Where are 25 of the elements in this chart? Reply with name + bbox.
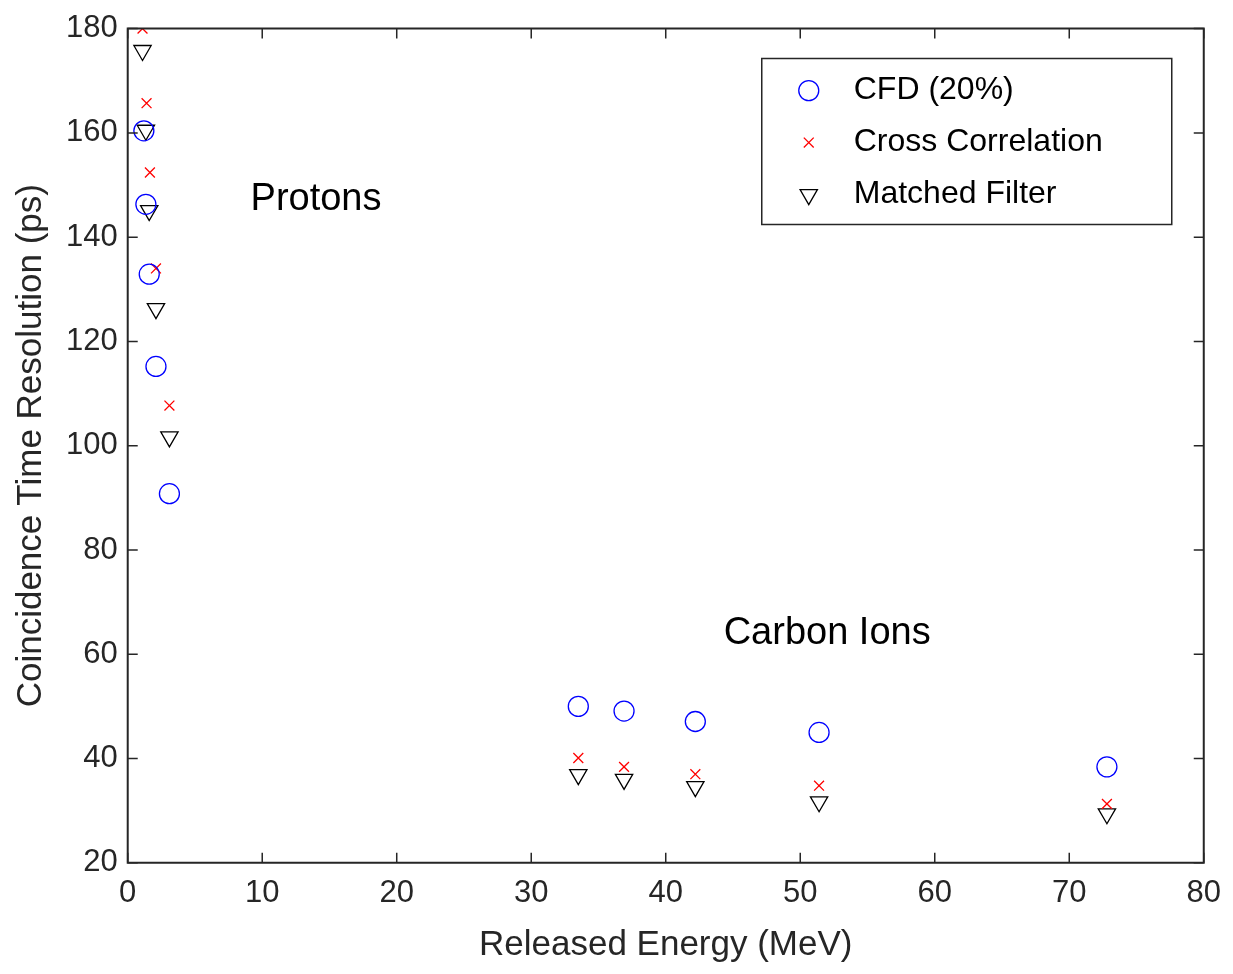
x-tick-label: 0 bbox=[119, 873, 137, 909]
y-tick-label: 120 bbox=[65, 321, 118, 357]
legend-label: Cross Correlation bbox=[853, 122, 1103, 159]
y-tick-label: 20 bbox=[83, 843, 118, 879]
x-tick-label: 10 bbox=[244, 873, 280, 909]
annotation: Carbon Ions bbox=[723, 609, 931, 652]
x-tick-label: 30 bbox=[513, 873, 549, 909]
y-tick-label: 160 bbox=[65, 113, 118, 149]
annotation: Protons bbox=[250, 176, 382, 219]
y-tick-label: 40 bbox=[83, 739, 118, 775]
x-tick-label: 20 bbox=[379, 873, 414, 909]
y-tick-label: 180 bbox=[65, 9, 118, 45]
y-tick-label: 140 bbox=[65, 217, 118, 253]
x-tick-label: 50 bbox=[783, 873, 818, 909]
y-tick-label: 100 bbox=[65, 426, 118, 462]
x-tick-label: 60 bbox=[917, 873, 952, 909]
legend-label: Matched Filter bbox=[853, 174, 1057, 211]
x-tick-label: 80 bbox=[1186, 873, 1221, 909]
x-axis-title: Released Energy (MeV) bbox=[478, 922, 853, 962]
y-tick-label: 60 bbox=[83, 634, 118, 670]
y-tick-label: 80 bbox=[83, 530, 118, 566]
y-axis-title: Coincidence Time Resolution (ps) bbox=[8, 184, 48, 708]
x-tick-label: 40 bbox=[648, 873, 683, 909]
legend-label: CFD (20%) bbox=[853, 70, 1014, 107]
x-tick-label: 70 bbox=[1052, 873, 1087, 909]
